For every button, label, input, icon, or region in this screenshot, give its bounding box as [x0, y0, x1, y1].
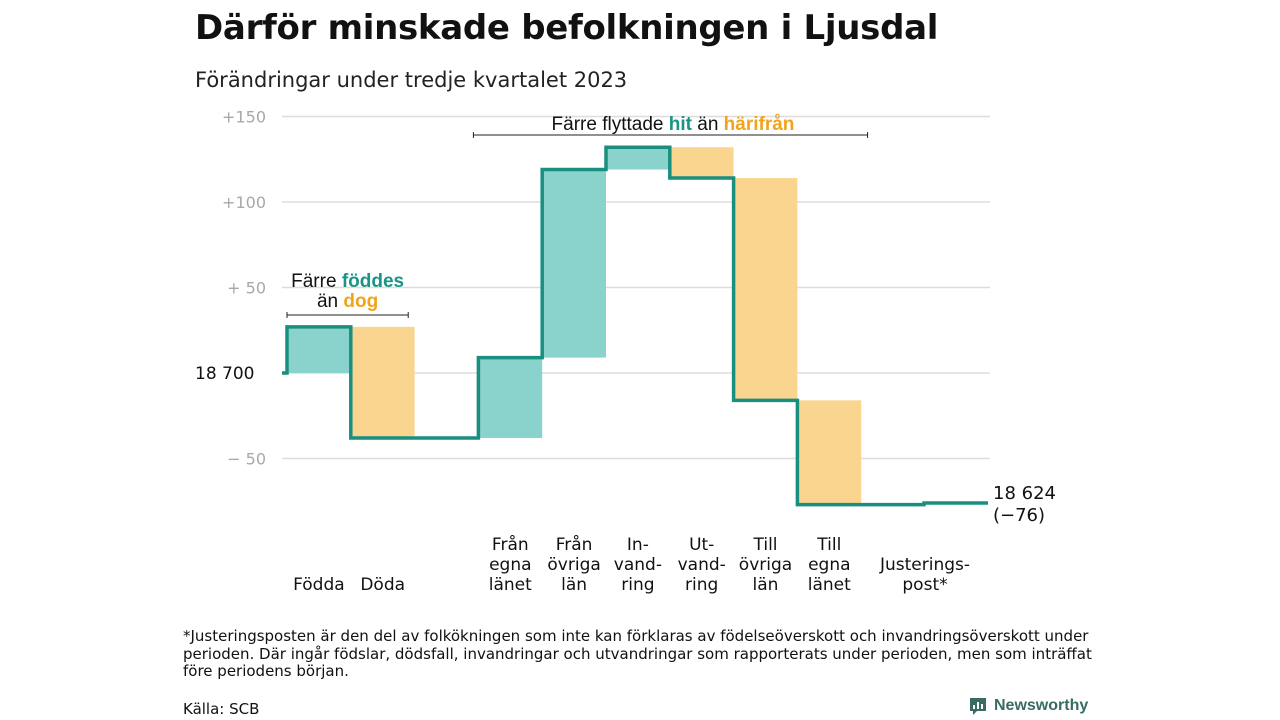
x-category-label: Justerings- — [879, 555, 970, 575]
waterfall-step-line — [282, 145, 988, 507]
y-tick-label: +100 — [222, 193, 266, 212]
x-category-label: vand- — [614, 555, 662, 575]
x-category-label: övriga — [739, 555, 792, 575]
annotation-migration-line1: Färre flyttade hit än härifrån — [552, 114, 795, 135]
source-label: Källa: SCB — [183, 700, 260, 718]
x-category-label: län — [753, 575, 779, 595]
x-category-label: övriga — [547, 555, 600, 575]
x-category-label: In- — [627, 535, 649, 555]
bar — [797, 400, 862, 505]
annotation-segment: dog — [343, 291, 378, 312]
x-category-label: vand- — [678, 555, 726, 575]
footnote: *Justeringsposten är den del av folkökni… — [183, 627, 1092, 680]
annotation-segment: härifrån — [724, 114, 795, 135]
bar — [733, 178, 798, 401]
annotation-births-line2: än dog — [317, 291, 378, 312]
bar-chart-icon — [970, 698, 986, 715]
x-category-label: Från — [556, 534, 593, 555]
baseline-label: 18 700 — [195, 364, 254, 384]
bar — [287, 326, 351, 373]
annotation-segment: än — [692, 114, 724, 135]
annotation-segment: Färre flyttade — [552, 114, 669, 135]
x-category-label: Till — [752, 535, 777, 555]
bar — [606, 147, 670, 170]
x-category-label: Till — [816, 535, 841, 555]
chart-subtitle: Förändringar under tredje kvartalet 2023 — [195, 68, 628, 92]
brand-name: Newsworthy — [994, 697, 1089, 714]
bar — [350, 326, 415, 438]
end-change-label: (−76) — [993, 505, 1045, 526]
x-category-label: ring — [621, 575, 654, 595]
x-category-label: Födda — [293, 575, 345, 595]
annotation-births-line1: Färre föddes — [291, 271, 404, 292]
annotation-segment: hit — [669, 114, 693, 135]
x-category-label: egna — [489, 555, 531, 575]
brand-logo: Newsworthy — [968, 696, 1088, 716]
x-category-label: post* — [902, 575, 947, 595]
x-category-label: ring — [685, 575, 718, 595]
x-category-label: länet — [808, 575, 851, 595]
annotation-segment: Färre — [291, 271, 342, 292]
x-category-label: Döda — [360, 575, 405, 595]
annotation-segment: föddes — [342, 271, 404, 292]
end-value-label: 18 624 — [993, 483, 1056, 504]
y-tick-label: − 50 — [227, 450, 266, 469]
x-category-label: län — [561, 575, 587, 595]
x-category-label: länet — [489, 575, 532, 595]
annotation-segment: än — [317, 291, 343, 312]
bar — [542, 169, 606, 358]
x-category-label: Ut- — [689, 535, 714, 555]
bar — [669, 147, 734, 179]
x-category-label: egna — [808, 555, 850, 575]
y-tick-label: +150 — [222, 108, 266, 127]
chart-title: Därför minskade befolkningen i Ljusdal — [195, 8, 939, 48]
y-tick-label: + 50 — [227, 279, 266, 298]
bar — [478, 357, 543, 438]
x-category-label: Från — [492, 534, 529, 555]
